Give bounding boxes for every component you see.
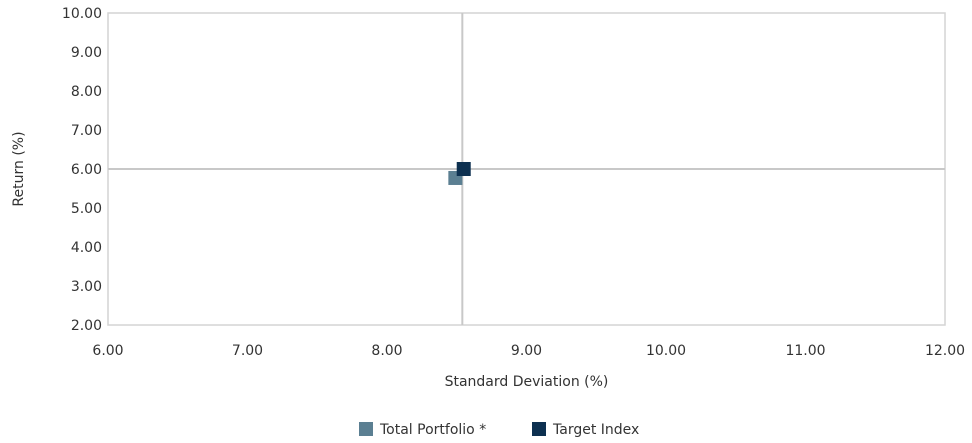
x-tick-label: 11.00: [785, 343, 825, 359]
y-tick-label: 2.00: [71, 318, 102, 334]
x-tick-label: 9.00: [511, 343, 542, 359]
y-tick-label: 10.00: [62, 6, 102, 22]
y-tick-label: 6.00: [71, 162, 102, 178]
x-tick-label: 7.00: [232, 343, 263, 359]
y-tick-label: 8.00: [71, 84, 102, 100]
data-points: [448, 162, 471, 185]
x-tick-label: 12.00: [925, 343, 965, 359]
y-axis-ticks: 2.00 3.00 4.00 5.00 6.00 7.00 8.00 9.00 10.00: [62, 6, 102, 334]
legend-marker-total-portfolio: [359, 422, 373, 436]
legend-label-total-portfolio: Total Portfolio *: [379, 422, 486, 438]
y-tick-label: 5.00: [71, 201, 102, 217]
x-axis-title: Standard Deviation (%): [445, 374, 609, 390]
x-tick-label: 6.00: [92, 343, 123, 359]
y-tick-label: 7.00: [71, 123, 102, 139]
y-axis-title: Return (%): [11, 131, 27, 206]
legend-label-target-index: Target Index: [552, 422, 639, 438]
legend: Total Portfolio * Target Index: [359, 422, 639, 438]
y-tick-label: 9.00: [71, 45, 102, 61]
x-tick-label: 8.00: [371, 343, 402, 359]
y-tick-label: 3.00: [71, 279, 102, 295]
legend-marker-target-index: [532, 422, 546, 436]
target-index-point: [456, 162, 471, 176]
y-tick-label: 4.00: [71, 240, 102, 256]
x-axis-ticks: 6.00 7.00 8.00 9.00 10.00 11.00 12.00: [92, 343, 965, 359]
x-tick-label: 10.00: [646, 343, 686, 359]
